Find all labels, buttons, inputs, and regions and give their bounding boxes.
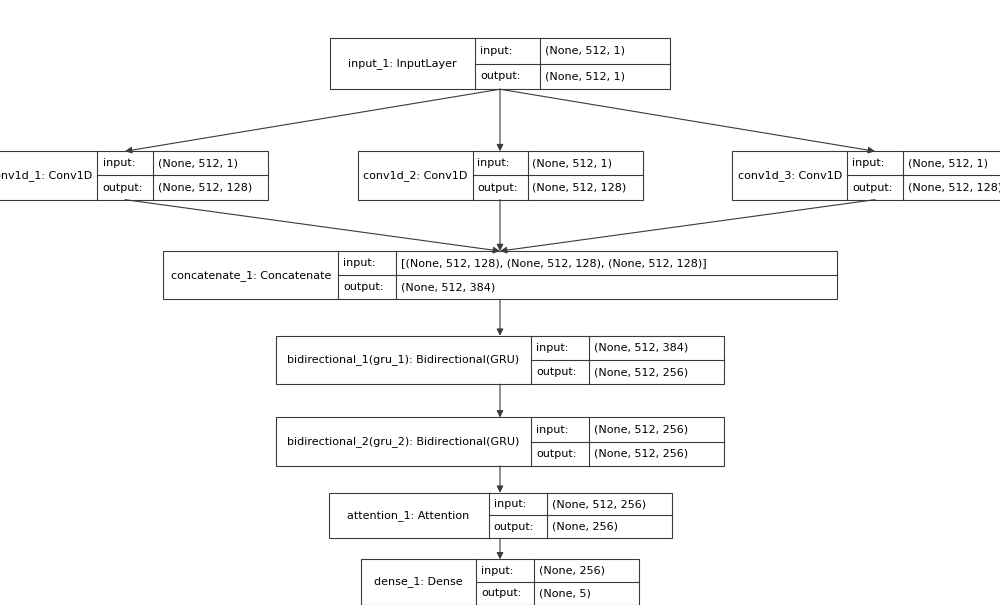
- Text: bidirectional_1(gru_1): Bidirectional(GRU): bidirectional_1(gru_1): Bidirectional(GR…: [287, 355, 520, 365]
- Text: output:: output:: [494, 522, 534, 532]
- Bar: [361, 559, 639, 605]
- Text: (None, 512, 256): (None, 512, 256): [594, 449, 688, 459]
- Text: input:: input:: [481, 566, 513, 576]
- Text: output:: output:: [344, 283, 384, 292]
- Text: (None, 512, 256): (None, 512, 256): [594, 425, 688, 434]
- Text: (None, 512, 1): (None, 512, 1): [532, 159, 612, 168]
- Text: output:: output:: [536, 449, 576, 459]
- Text: conv1d_3: Conv1D: conv1d_3: Conv1D: [738, 170, 842, 181]
- Text: (None, 512, 1): (None, 512, 1): [158, 159, 238, 168]
- Text: (None, 512, 256): (None, 512, 256): [594, 367, 688, 377]
- Text: (None, 256): (None, 256): [539, 566, 605, 576]
- Text: conv1d_1: Conv1D: conv1d_1: Conv1D: [0, 170, 92, 181]
- Text: bidirectional_2(gru_2): Bidirectional(GRU): bidirectional_2(gru_2): Bidirectional(GR…: [287, 436, 520, 447]
- Text: output:: output:: [481, 588, 521, 598]
- Bar: [358, 151, 643, 200]
- Text: (None, 512, 384): (None, 512, 384): [401, 283, 496, 292]
- Text: (None, 256): (None, 256): [552, 522, 618, 532]
- Text: (None, 512, 128): (None, 512, 128): [532, 183, 627, 192]
- Text: (None, 512, 256): (None, 512, 256): [552, 499, 646, 509]
- Text: (None, 512, 384): (None, 512, 384): [594, 343, 688, 353]
- Text: output:: output:: [103, 183, 143, 192]
- Text: input:: input:: [103, 159, 135, 168]
- Text: (None, 512, 1): (None, 512, 1): [545, 71, 625, 82]
- Bar: [328, 492, 672, 538]
- Text: (None, 512, 1): (None, 512, 1): [545, 45, 625, 56]
- Text: input:: input:: [480, 45, 512, 56]
- Text: [(None, 512, 128), (None, 512, 128), (None, 512, 128)]: [(None, 512, 128), (None, 512, 128), (No…: [401, 258, 707, 268]
- Bar: [330, 38, 670, 89]
- Text: output:: output:: [852, 183, 893, 192]
- Text: output:: output:: [536, 367, 576, 377]
- Text: input:: input:: [344, 258, 376, 268]
- Text: concatenate_1: Concatenate: concatenate_1: Concatenate: [171, 270, 331, 281]
- Text: dense_1: Dense: dense_1: Dense: [374, 577, 463, 587]
- Text: input_1: InputLayer: input_1: InputLayer: [348, 58, 457, 69]
- Text: input:: input:: [478, 159, 510, 168]
- Text: (None, 512, 128): (None, 512, 128): [158, 183, 252, 192]
- Text: output:: output:: [480, 71, 520, 82]
- Bar: [163, 251, 836, 299]
- Bar: [276, 417, 724, 466]
- Text: (None, 5): (None, 5): [539, 588, 591, 598]
- Bar: [732, 151, 1000, 200]
- Bar: [276, 336, 724, 384]
- Text: (None, 512, 128): (None, 512, 128): [908, 183, 1000, 192]
- Text: input:: input:: [494, 499, 526, 509]
- Text: input:: input:: [536, 425, 568, 434]
- Text: conv1d_2: Conv1D: conv1d_2: Conv1D: [363, 170, 467, 181]
- Text: input:: input:: [536, 343, 568, 353]
- Text: input:: input:: [852, 159, 885, 168]
- Text: output:: output:: [478, 183, 518, 192]
- Bar: [0, 151, 268, 200]
- Text: attention_1: Attention: attention_1: Attention: [347, 510, 470, 521]
- Text: (None, 512, 1): (None, 512, 1): [908, 159, 988, 168]
